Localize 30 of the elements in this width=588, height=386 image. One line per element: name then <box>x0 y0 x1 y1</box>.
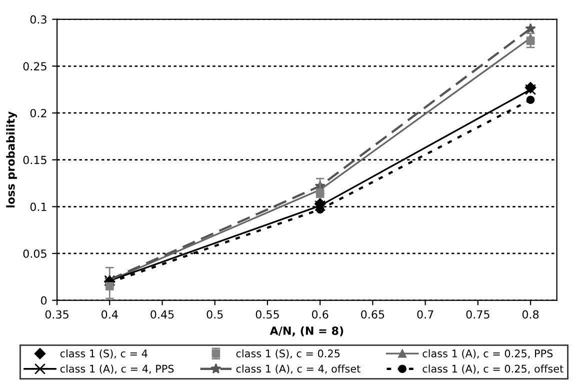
legend-label: class 1 (A), c = 4, offset <box>236 364 360 374</box>
y-tick-label: 0.1 <box>30 202 46 212</box>
x-tick-label: 0.45 <box>150 310 174 319</box>
point <box>526 96 535 104</box>
point <box>526 36 535 46</box>
point <box>525 23 536 34</box>
x-axis-title: A/N, (N = 8) <box>270 326 344 336</box>
x-tick-label: 0.65 <box>361 310 384 319</box>
y-tick-label: 0.05 <box>23 249 46 258</box>
point <box>316 188 324 197</box>
x-tick-label: 0.6 <box>312 310 328 319</box>
y-tick-label: 0 <box>40 296 47 305</box>
y-tick-label: 0.25 <box>23 62 46 71</box>
legend-label: class 1 (S), c = 4 <box>60 349 148 359</box>
legend-label: class 1 (A), c = 0.25, PPS <box>422 349 553 359</box>
legend-label: class 1 (A), c = 0.25, offset <box>422 364 564 374</box>
y-tick-label: 0.15 <box>23 156 46 164</box>
x-tick-label: 0.8 <box>522 310 539 319</box>
legend-label: class 1 (A), c = 4, PPS <box>60 364 174 374</box>
x-tick-label: 0.7 <box>417 310 434 319</box>
x-tick-label: 0.35 <box>45 310 68 319</box>
point <box>105 282 114 290</box>
y-tick-label: 0.3 <box>30 15 46 24</box>
y-tick-label: 0.2 <box>30 108 46 118</box>
x-tick-label: 0.4 <box>102 310 118 319</box>
legend-label: class 1 (S), c = 0.25 <box>236 349 340 359</box>
y-axis-title: loss probability <box>6 112 18 208</box>
x-tick-label: 0.5 <box>206 310 223 319</box>
x-tick-label: 0.55 <box>256 310 279 319</box>
x-tick-label: 0.75 <box>466 310 490 319</box>
